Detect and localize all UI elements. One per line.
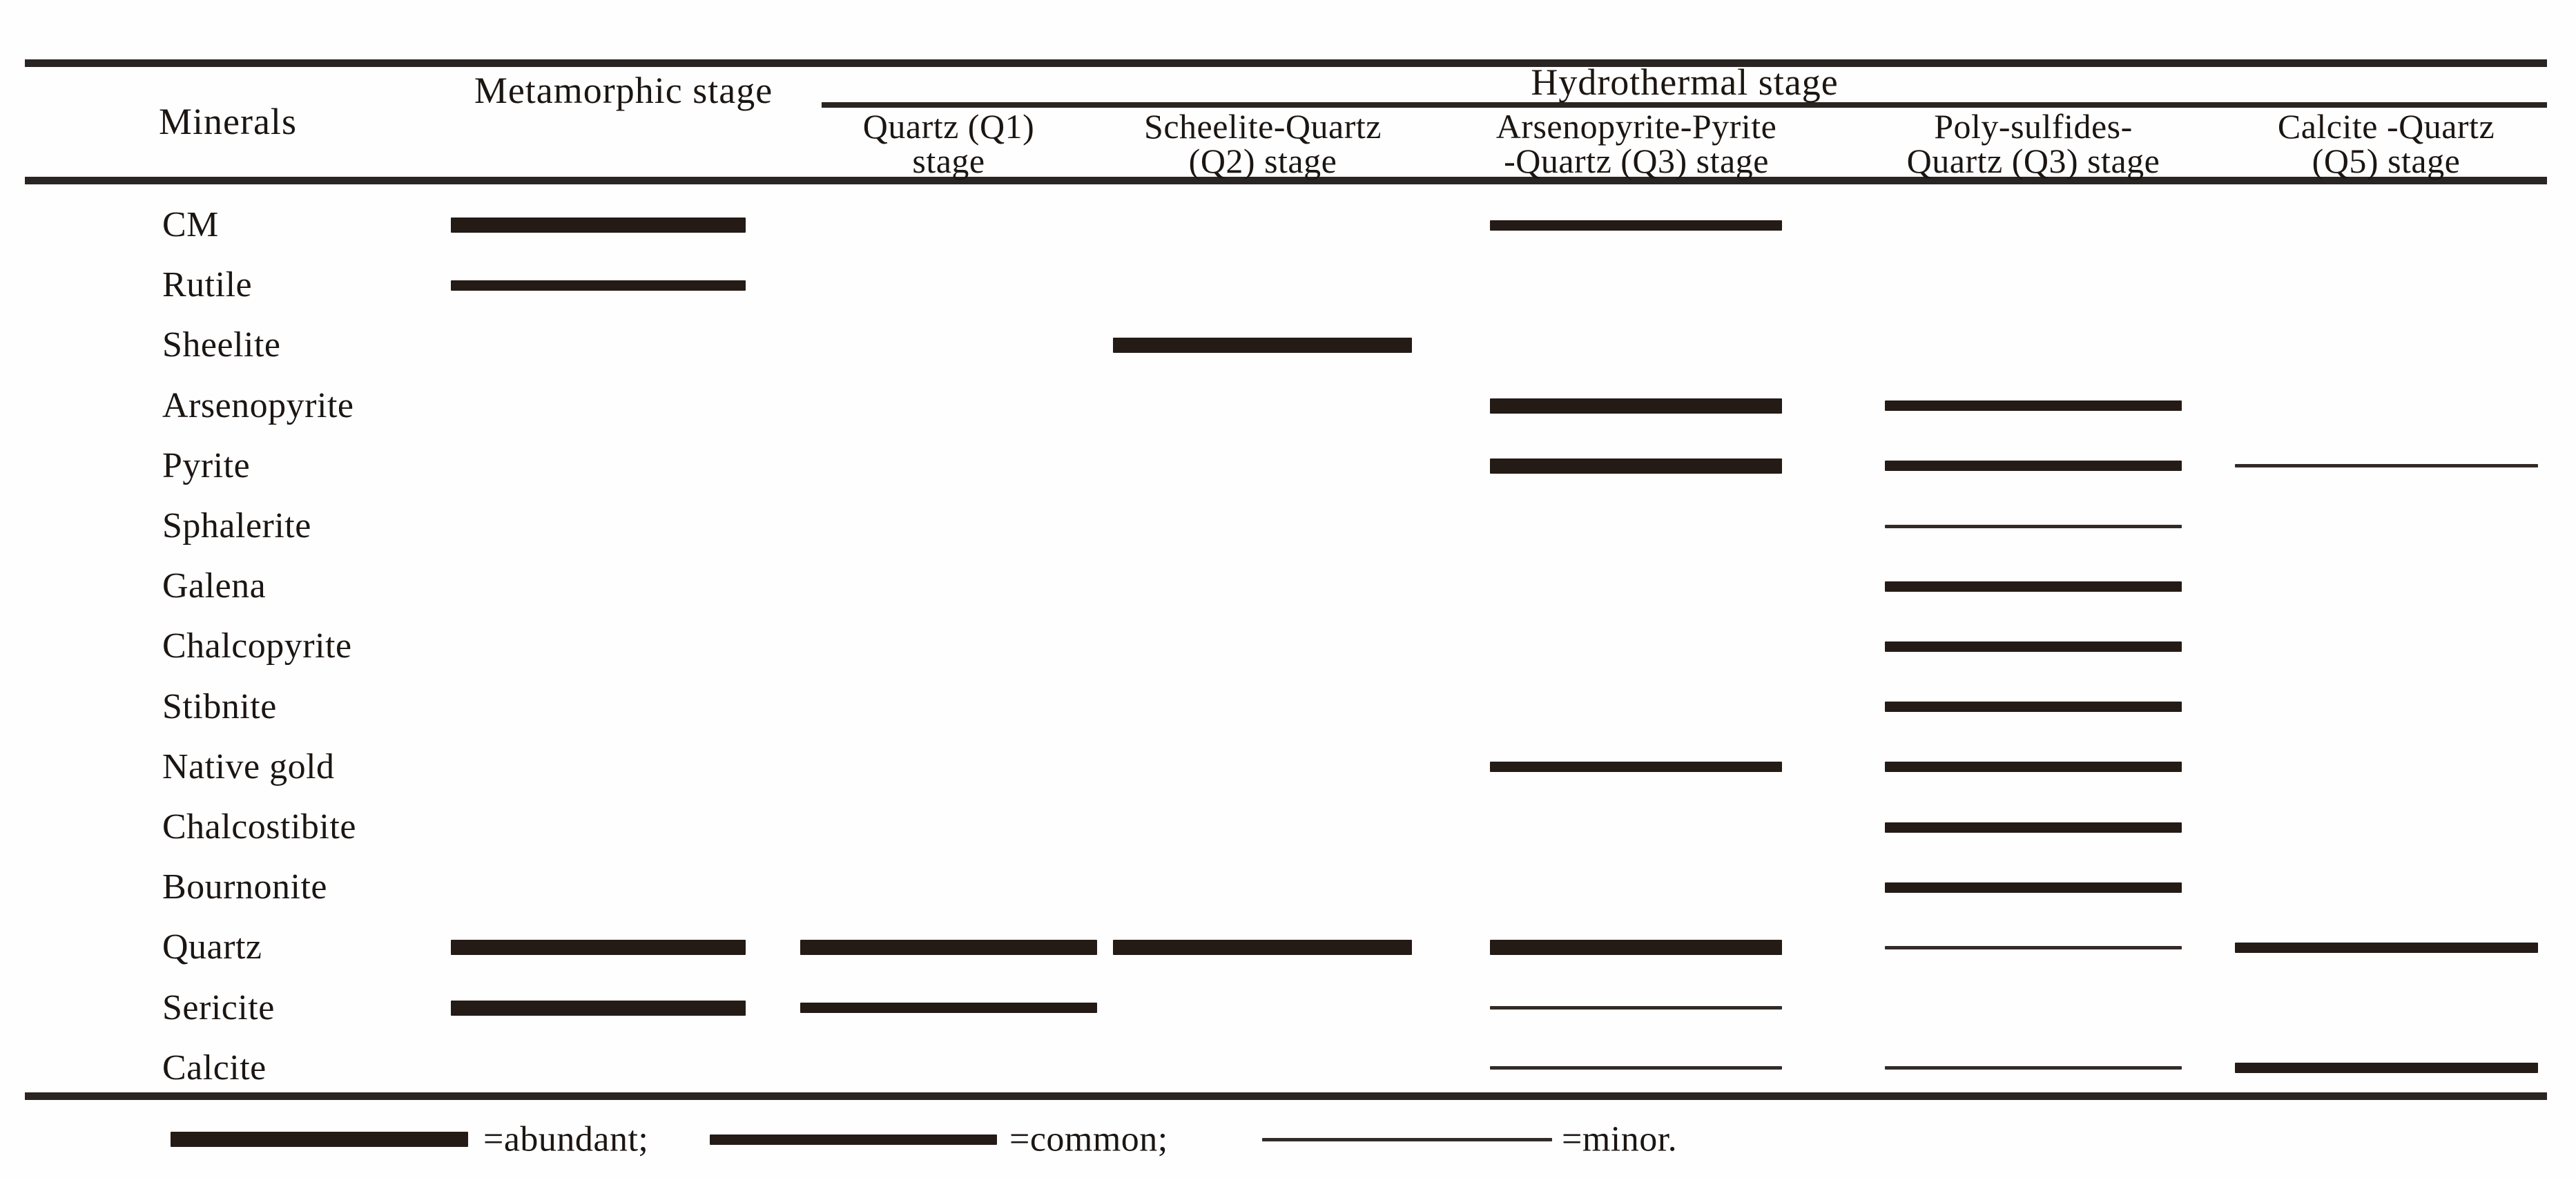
mineral-label-sphalerite: Sphalerite	[162, 506, 311, 545]
legend-label-common: =common;	[1009, 1119, 1168, 1159]
stage-column-header-line: (Q2) stage	[1188, 142, 1337, 180]
abundance-bar-rutile-col1-common	[451, 280, 746, 291]
abundance-bar-sphalerite-col5-minor	[1885, 524, 2182, 528]
stage-column-header-line: Scheelite-Quartz	[1144, 107, 1382, 146]
legend-label-abundant: =abundant;	[483, 1119, 649, 1159]
stage-column-header-line: Quartz (Q3) stage	[1906, 142, 2160, 180]
mineral-label-galena: Galena	[162, 566, 267, 606]
legend-bar-abundant	[171, 1132, 468, 1147]
abundance-bar-calcite-col4-minor	[1490, 1066, 1782, 1070]
mineral-label-chalcostibite: Chalcostibite	[162, 807, 356, 847]
stage-column-header-line: Calcite -Quartz	[2277, 107, 2495, 146]
abundance-bar-bournonite-col5-common	[1885, 882, 2182, 893]
abundance-bar-calcite-col5-minor	[1885, 1066, 2182, 1070]
hydrothermal-stage-header: Hydrothermal stage	[1531, 61, 1839, 103]
stage-column-header-1: Quartz (Q1) stage	[863, 109, 1034, 178]
abundance-bar-quartz-col4-abundant	[1490, 940, 1782, 956]
abundance-bar-sericite-col2-common	[800, 1003, 1097, 1014]
abundance-bar-quartz-col1-abundant	[451, 940, 746, 956]
mineral-label-calcite: Calcite	[162, 1047, 267, 1088]
legend-bar-common	[710, 1134, 997, 1145]
mineral-label-bournonite: Bournonite	[162, 867, 327, 907]
stage-column-header-line: Poly-sulfides-	[1934, 107, 2133, 146]
mineral-label-sheelite: Sheelite	[162, 325, 281, 365]
hydrothermal-underline-rule	[822, 102, 2547, 108]
mineral-label-cm: CM	[162, 205, 219, 244]
abundance-bar-galena-col5-common	[1885, 581, 2182, 592]
abundance-bar-quartz-col2-abundant	[800, 940, 1097, 956]
abundance-bar-arsenopyrite-col4-abundant	[1490, 398, 1782, 414]
abundance-bar-pyrite-col6-minor	[2235, 464, 2538, 468]
abundance-bar-sericite-col1-abundant	[451, 1000, 746, 1016]
legend-bar-minor	[1262, 1137, 1552, 1141]
stage-column-header-line: (Q5) stage	[2312, 142, 2461, 180]
abundance-bar-chalcopyrite-col5-common	[1885, 641, 2182, 652]
minerals-column-header: Minerals	[159, 101, 297, 142]
stage-column-header-line: -Quartz (Q3) stage	[1504, 142, 1769, 180]
abundance-bar-native-gold-col4-common	[1490, 762, 1782, 773]
table-bottom-rule	[25, 1092, 2547, 1100]
abundance-bar-cm-col1-abundant	[451, 218, 746, 233]
abundance-bar-calcite-col6-common	[2235, 1063, 2538, 1074]
abundance-bar-quartz-col5-minor	[1885, 945, 2182, 949]
abundance-bar-quartz-col3-abundant	[1113, 940, 1412, 956]
abundance-bar-native-gold-col5-common	[1885, 762, 2182, 773]
abundance-bar-arsenopyrite-col5-common	[1885, 400, 2182, 412]
mineral-label-sericite: Sericite	[162, 987, 275, 1027]
abundance-bar-chalcostibite-col5-common	[1885, 822, 2182, 833]
stage-column-header-5: Calcite -Quartz (Q5) stage	[2278, 109, 2495, 178]
table-top-rule	[25, 59, 2547, 67]
metamorphic-stage-header: Metamorphic stage	[474, 70, 773, 111]
stage-column-header-line: Quartz (Q1)	[862, 107, 1035, 146]
abundance-bar-pyrite-col5-common	[1885, 461, 2182, 472]
abundance-bar-quartz-col6-common	[2235, 942, 2538, 953]
mineral-label-pyrite: Pyrite	[162, 445, 251, 485]
abundance-bar-sheelite-col3-abundant	[1113, 338, 1412, 354]
mineral-label-quartz: Quartz	[162, 927, 262, 967]
stage-column-header-line: stage	[912, 142, 985, 180]
abundance-bar-stibnite-col5-common	[1885, 702, 2182, 713]
mineral-label-chalcopyrite: Chalcopyrite	[162, 626, 352, 666]
stage-column-header-line: Arsenopyrite-Pyrite	[1495, 107, 1777, 146]
stage-column-header-2: Scheelite-Quartz (Q2) stage	[1144, 109, 1382, 178]
stage-column-header-3: Arsenopyrite-Pyrite -Quartz (Q3) stage	[1496, 109, 1777, 178]
abundance-bar-pyrite-col4-abundant	[1490, 458, 1782, 474]
mineral-label-arsenopyrite: Arsenopyrite	[162, 385, 354, 425]
mineral-label-native-gold: Native gold	[162, 746, 335, 786]
stage-column-header-4: Poly-sulfides- Quartz (Q3) stage	[1907, 109, 2160, 178]
mineral-label-stibnite: Stibnite	[162, 686, 277, 726]
abundance-bar-sericite-col4-minor	[1490, 1006, 1782, 1010]
abundance-bar-cm-col4-common	[1490, 220, 1782, 231]
mineral-label-rutile: Rutile	[162, 265, 253, 305]
header-bottom-rule	[25, 177, 2547, 184]
legend-label-minor: =minor.	[1562, 1119, 1678, 1159]
